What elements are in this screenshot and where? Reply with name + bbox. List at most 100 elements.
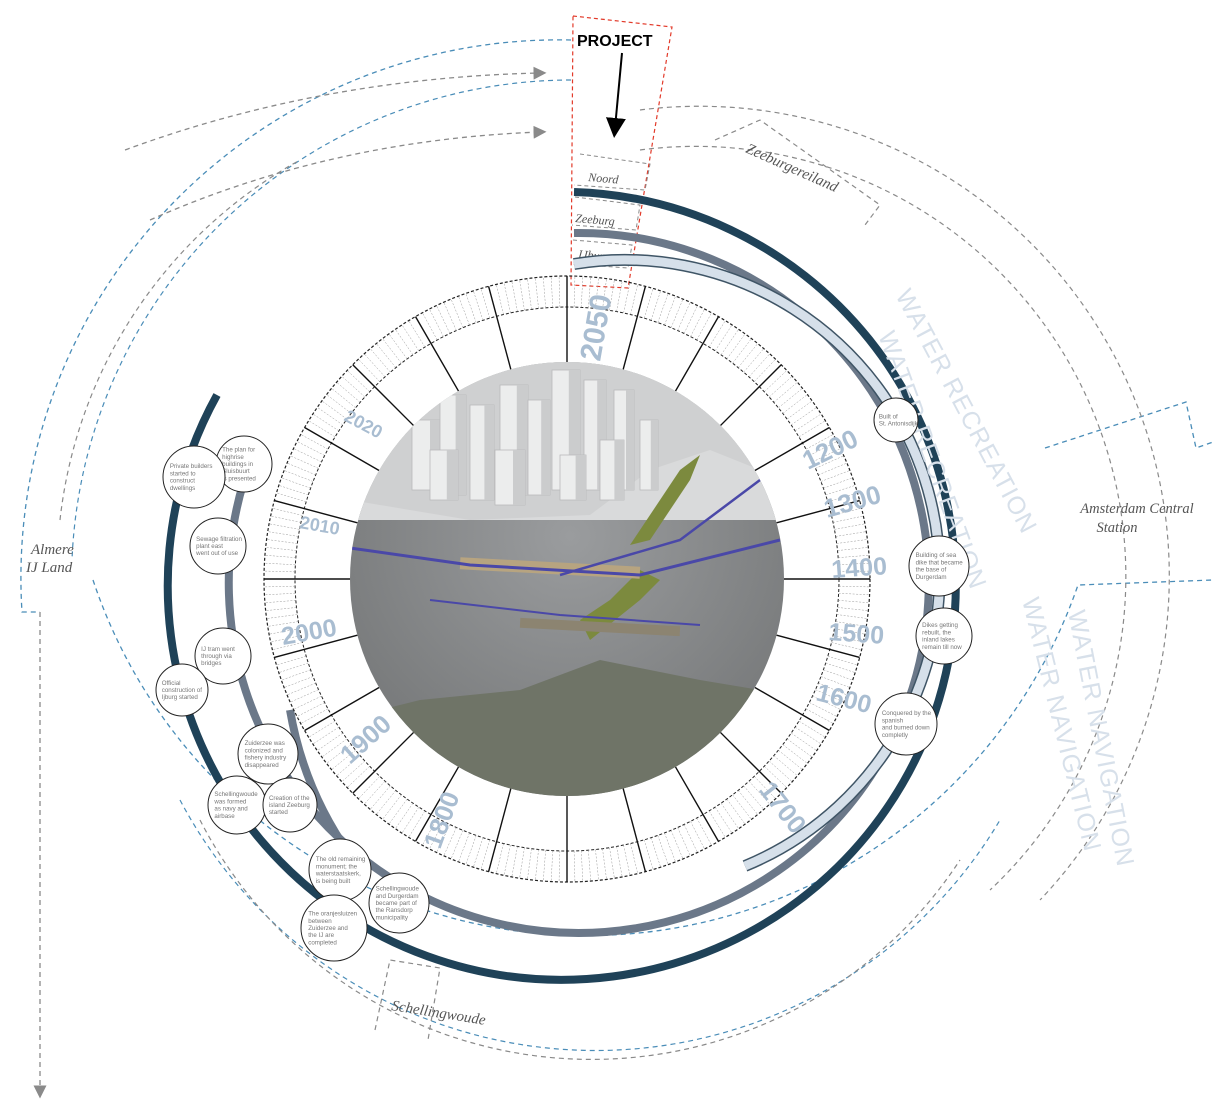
dial-minor-tick <box>503 845 511 876</box>
dial-minor-tick <box>511 846 518 877</box>
blue-outer-flow-path <box>20 39 572 613</box>
event-text-line: disappeared <box>245 762 280 769</box>
dial-minor-tick <box>664 832 676 862</box>
dial-minor-tick <box>670 298 684 328</box>
dial-minor-tick <box>831 642 862 650</box>
dial-minor-tick <box>708 810 726 838</box>
dial-minor-tick <box>595 277 599 309</box>
dial-minor-tick <box>595 849 599 881</box>
dial-major-tick <box>414 766 460 842</box>
dial-minor-tick <box>519 847 525 879</box>
dial-minor-tick <box>732 794 752 820</box>
dial-major-tick <box>674 316 720 392</box>
dial-minor-tick <box>748 353 770 378</box>
dial-minor-tick <box>270 635 301 643</box>
dial-minor-tick <box>677 302 691 331</box>
event-text-line: between <box>308 918 332 925</box>
dial-minor-tick <box>690 821 705 850</box>
dial-major-tick <box>414 316 460 392</box>
dial-minor-tick <box>308 720 336 738</box>
gray-arrow-line-2 <box>149 125 547 221</box>
dial-minor-tick <box>838 592 870 596</box>
dial-minor-tick <box>336 755 361 776</box>
dial-minor-tick <box>264 585 296 588</box>
project-box-outline <box>570 15 673 289</box>
dial-minor-tick <box>623 845 631 876</box>
dial-major-tick <box>622 788 647 872</box>
dial-minor-tick <box>720 803 739 829</box>
dial-minor-tick <box>267 621 299 627</box>
dial-minor-tick <box>805 708 834 724</box>
dial-minor-tick <box>602 278 607 310</box>
dial-minor-tick <box>677 827 691 856</box>
amsterdam-central-label: Amsterdam Central <box>1079 501 1193 517</box>
dial-minor-tick <box>764 370 787 392</box>
dial-major-tick <box>776 499 860 524</box>
event-text-line: The oranjesluizen <box>308 911 357 918</box>
dial-minor-tick <box>276 656 307 666</box>
dial-minor-tick <box>664 296 676 326</box>
event-circle <box>368 872 430 934</box>
highrise-tower-shade <box>513 450 525 505</box>
event-text-line: the Ransdorp <box>376 907 414 914</box>
dial-minor-tick <box>265 607 297 611</box>
dial-minor-tick <box>558 276 561 308</box>
dial-minor-tick <box>835 621 867 627</box>
dial-minor-tick <box>773 382 798 403</box>
dial-minor-tick <box>630 843 638 874</box>
dial-minor-tick <box>281 669 311 681</box>
dial-minor-tick <box>503 282 511 313</box>
highrise-tower-shade <box>614 440 624 500</box>
dial-minor-tick <box>364 780 386 805</box>
dial-minor-tick <box>264 600 296 604</box>
dial-minor-tick <box>450 298 464 328</box>
dial-minor-tick <box>644 288 654 319</box>
dial-minor-tick <box>290 455 319 469</box>
almere-label: Almere <box>30 542 74 558</box>
dial-minor-tick <box>341 376 366 398</box>
dial-minor-tick <box>270 515 301 523</box>
noord-tab <box>573 153 651 191</box>
dial-minor-tick <box>326 744 352 764</box>
amsterdam-central-label-line2: Station <box>1096 520 1137 536</box>
event-text-line: highrise <box>222 454 244 461</box>
event-text-line: monument; the <box>316 863 358 870</box>
dial-minor-tick <box>580 276 584 308</box>
project-arrow <box>605 52 626 138</box>
dial-minor-tick <box>317 407 343 426</box>
dial-major-tick <box>274 499 358 524</box>
dial-minor-tick <box>818 682 848 696</box>
dial-minor-tick <box>834 628 865 635</box>
dial-minor-tick <box>312 726 340 745</box>
dial-minor-tick <box>726 798 746 825</box>
dial-minor-tick <box>382 794 402 820</box>
dial-minor-tick <box>818 462 848 476</box>
photo-highrise-towers <box>411 369 659 506</box>
dial-minor-tick <box>588 276 592 308</box>
blue-right-flow-path <box>1044 401 1213 449</box>
dial-minor-tick <box>265 547 297 551</box>
dial-minor-tick <box>778 388 803 409</box>
event-circle <box>162 445 226 509</box>
event-text-line: St. Antonisdijk <box>879 421 919 428</box>
dial-minor-tick <box>809 441 838 456</box>
dial-major-tick <box>487 286 512 370</box>
event-text-line: started to <box>170 470 196 477</box>
dial-minor-tick <box>764 766 787 788</box>
dial-minor-tick <box>696 817 712 846</box>
dial-minor-tick <box>331 388 356 409</box>
highrise-tower-shade <box>597 380 606 490</box>
dial-minor-tick <box>743 348 764 373</box>
event-text-line: dwellings <box>170 485 195 492</box>
dial-minor-tick <box>269 523 300 530</box>
district-labels: Noord Zeeburg IJburg <box>570 153 651 269</box>
event-text-line: island Zeeburg <box>269 802 310 809</box>
year-label-1800: 1800 <box>417 787 465 852</box>
dial-minor-tick <box>370 348 391 373</box>
